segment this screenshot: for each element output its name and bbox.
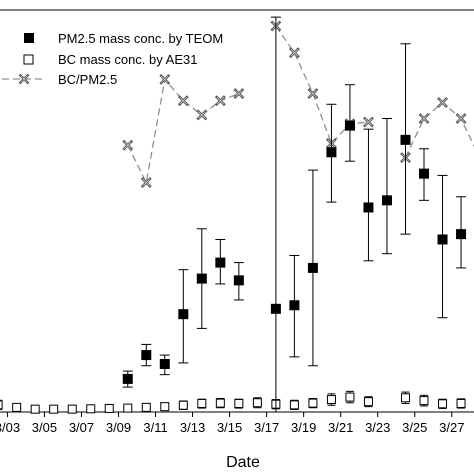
ratio-point: [196, 109, 208, 121]
pm25-series: [122, 16, 467, 413]
bc-point: [308, 398, 318, 408]
ratio-point: [363, 116, 374, 128]
legend: PM2.5 mass conc. by TEOM BC mass conc. by…: [2, 31, 223, 87]
ratio-point: [233, 88, 245, 100]
pm25-point: [270, 303, 281, 314]
bc-point: [326, 395, 336, 405]
bc-point: [12, 402, 22, 412]
legend-swatch: [23, 54, 34, 65]
x-tick-label: 3/17: [254, 420, 279, 435]
pm25-point: [178, 309, 189, 320]
ratio-point: [288, 47, 300, 59]
x-tick-label: 3/03: [0, 420, 20, 435]
bc-point: [30, 404, 40, 414]
pm25-point: [363, 202, 374, 213]
ratio-line: [127, 77, 240, 185]
legend-entry-ratio: BC/PM2.5: [2, 72, 117, 87]
bc-point: [345, 392, 355, 402]
legend-entry-pm25: PM2.5 mass conc. by TEOM: [24, 31, 223, 46]
pm25-point: [326, 147, 337, 158]
pm25-point: [456, 229, 467, 240]
pm25-point: [381, 195, 392, 206]
bc-point: [400, 393, 410, 403]
legend-label: BC mass conc. by AE31: [58, 52, 197, 67]
bc-point: [123, 403, 133, 413]
pm25-point: [400, 134, 411, 145]
x-tick-label: 3/07: [69, 420, 94, 435]
pm25-point: [419, 168, 430, 179]
x-tick-label: 3/19: [291, 420, 316, 435]
pm25-point: [307, 262, 318, 273]
pm25-point: [196, 273, 207, 284]
ratio-point: [159, 73, 171, 85]
bc-point: [141, 402, 151, 412]
x-tick-label: 3/21: [328, 420, 353, 435]
legend-label: PM2.5 mass conc. by TEOM: [58, 31, 223, 46]
plot-frame: [0, 9, 474, 413]
x-tick-label: 3/23: [365, 420, 390, 435]
pm25-point: [215, 257, 226, 268]
x-tick-label: 3/05: [32, 420, 57, 435]
legend-swatch: [24, 33, 34, 43]
pm25-point: [159, 358, 170, 369]
ratio-point: [140, 177, 152, 188]
bc-point: [160, 402, 170, 412]
pm25-point: [122, 373, 133, 384]
x-tick-label: 3/15: [217, 420, 242, 435]
ratio-series: [122, 20, 474, 188]
x-tick-label: 3/27: [439, 420, 464, 435]
ratio-point: [437, 97, 448, 108]
legend-label: BC/PM2.5: [58, 72, 117, 87]
legend-entry-bc: BC mass conc. by AE31: [23, 52, 197, 67]
bc-point: [67, 404, 77, 414]
bc-point: [456, 398, 466, 408]
bc-point: [197, 398, 207, 408]
x-tick-label: 3/11: [143, 420, 167, 435]
pm25-point: [141, 350, 152, 361]
legend-swatch: [18, 73, 30, 85]
x-tick-label: 3/09: [106, 420, 131, 435]
ratio-point: [418, 113, 430, 124]
bc-point: [438, 399, 448, 409]
bc-series: [0, 390, 466, 414]
x-axis-ticks: 3/03 3/05 3/07 3/09 3/11 3/13 3/15 3/17 3/19 3/21…: [0, 412, 464, 435]
bc-point: [363, 397, 373, 407]
ratio-point: [122, 139, 134, 151]
bc-point: [86, 404, 96, 414]
ratio-point: [214, 95, 226, 107]
bc-point: [234, 398, 244, 408]
bc-point: [178, 400, 188, 410]
pm25-point: [289, 300, 300, 311]
bc-point: [215, 398, 225, 408]
ratio-point: [307, 88, 319, 100]
x-tick-label: 3/13: [180, 420, 205, 435]
ratio-point: [455, 113, 467, 124]
pm25-point: [344, 120, 355, 131]
bc-point: [0, 400, 3, 410]
x-axis-title: Date: [226, 454, 260, 471]
x-tick-label: 3/25: [402, 420, 427, 435]
bc-point: [252, 398, 262, 408]
ratio-point: [177, 95, 189, 107]
pm25-point: [437, 234, 448, 245]
bc-point: [104, 403, 114, 413]
bc-point: [419, 396, 429, 406]
pm25-point: [233, 275, 244, 286]
bc-point: [49, 404, 59, 414]
bc-point: [289, 400, 299, 410]
ratio-line: [404, 101, 474, 158]
